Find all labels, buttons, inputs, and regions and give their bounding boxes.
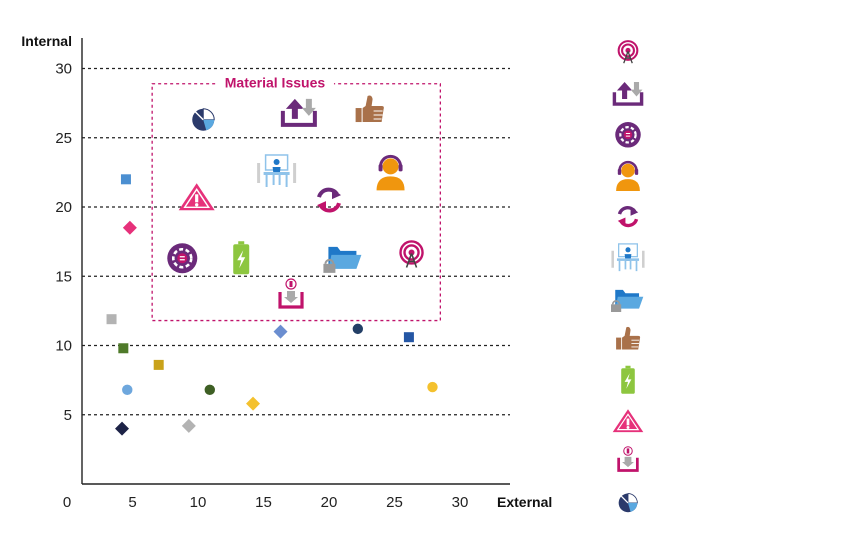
region-label-bg bbox=[215, 73, 334, 92]
pie-chart-icon bbox=[618, 492, 638, 513]
meeting-icon bbox=[611, 242, 645, 273]
material-issues-region: Material Issues bbox=[151, 73, 442, 322]
data-markers bbox=[106, 174, 438, 436]
icon-points bbox=[165, 94, 424, 309]
folder-lock-icon bbox=[610, 289, 645, 313]
circle-marker bbox=[352, 323, 364, 335]
thumbs-up-icon bbox=[615, 326, 641, 350]
x-axis-title: External bbox=[497, 494, 552, 510]
thumbs-up-icon bbox=[355, 94, 385, 123]
diamond-marker bbox=[181, 418, 196, 433]
circle-marker bbox=[427, 381, 438, 393]
share-upload-icon bbox=[280, 96, 318, 127]
y-tick-label: 25 bbox=[55, 130, 72, 147]
square-marker bbox=[106, 314, 117, 325]
square-marker bbox=[153, 359, 164, 370]
square-marker bbox=[120, 174, 131, 185]
square-marker bbox=[118, 343, 129, 354]
x-tick-label: 30 bbox=[452, 494, 469, 511]
y-tick-label: 20 bbox=[55, 199, 72, 216]
x-tick-label: 0 bbox=[63, 494, 71, 511]
diamond-marker bbox=[273, 324, 288, 339]
warning-icon bbox=[612, 408, 644, 433]
region-label: Material Issues bbox=[225, 75, 326, 91]
circle-marker bbox=[204, 384, 215, 396]
square-marker bbox=[403, 332, 414, 343]
gear-circle-icon bbox=[165, 241, 199, 275]
refresh-icon bbox=[616, 204, 640, 229]
tick-labels: 0 5 10 15 20 25 30 5 10 15 20 25 30 bbox=[55, 61, 468, 512]
folder-lock-icon bbox=[322, 245, 363, 274]
meeting-icon bbox=[257, 153, 297, 189]
y-axis-title: Internal bbox=[21, 33, 72, 49]
diamond-marker bbox=[115, 421, 130, 436]
headset-person-icon bbox=[614, 160, 642, 193]
diamond-marker bbox=[246, 396, 261, 411]
pie-chart-icon bbox=[191, 107, 215, 132]
share-upload-icon bbox=[612, 80, 645, 106]
icon-legend bbox=[610, 40, 645, 513]
x-tick-label: 25 bbox=[386, 494, 403, 511]
y-tick-label: 5 bbox=[64, 407, 72, 424]
signal-tower-icon bbox=[399, 240, 424, 269]
gridlines bbox=[82, 67, 510, 416]
payment-tray-icon bbox=[278, 277, 304, 309]
circle-marker bbox=[122, 384, 133, 396]
refresh-icon bbox=[315, 186, 343, 215]
y-tick-label: 10 bbox=[55, 338, 72, 355]
warning-icon bbox=[177, 182, 216, 212]
y-tick-label: 30 bbox=[55, 61, 72, 78]
payment-tray-icon bbox=[617, 445, 639, 472]
x-tick-label: 10 bbox=[190, 494, 207, 511]
x-tick-label: 20 bbox=[321, 494, 338, 511]
x-tick-label: 5 bbox=[128, 494, 136, 511]
axes bbox=[81, 38, 510, 485]
headset-person-icon bbox=[375, 154, 407, 192]
diamond-marker bbox=[122, 220, 137, 235]
x-tick-label: 15 bbox=[255, 494, 272, 511]
battery-icon bbox=[233, 241, 250, 275]
y-tick-label: 15 bbox=[55, 268, 72, 285]
signal-tower-icon bbox=[617, 40, 639, 65]
gear-circle-icon bbox=[614, 120, 642, 149]
battery-icon bbox=[621, 365, 635, 394]
